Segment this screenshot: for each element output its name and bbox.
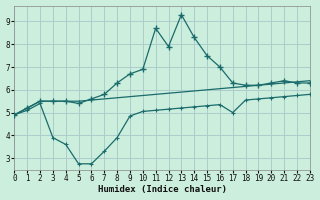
X-axis label: Humidex (Indice chaleur): Humidex (Indice chaleur) bbox=[98, 185, 227, 194]
